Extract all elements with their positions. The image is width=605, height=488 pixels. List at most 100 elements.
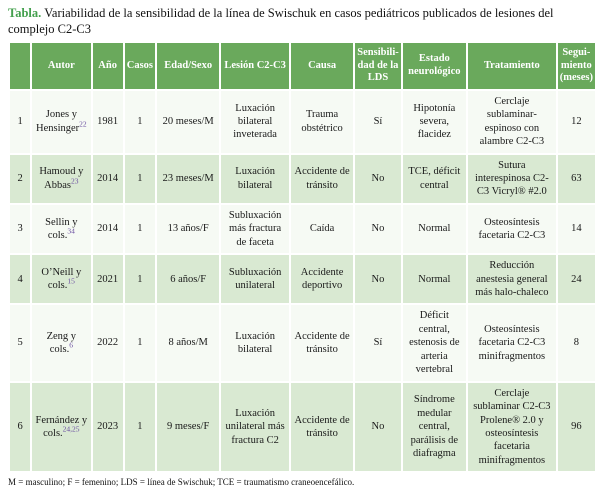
- author-name: Sellin y cols.: [45, 216, 78, 241]
- lds-cell: No: [355, 255, 401, 304]
- neuro-cell: Hipotonía severa, flacidez: [402, 90, 467, 153]
- row-number: 4: [10, 255, 31, 304]
- followup-cell: 24: [557, 255, 595, 304]
- column-header-lesion: Lesión C2-C3: [221, 43, 289, 89]
- cause-cell: Accidente deportivo: [290, 255, 354, 304]
- column-header-estado-neurologico: Estado neurológico: [402, 43, 467, 89]
- author-name: O’Neill y cols.: [41, 266, 82, 292]
- table-header-row: Autor Año Casos Edad/Sexo Lesión C2-C3 C…: [10, 43, 595, 89]
- lesion-cell: Luxación bilateral: [221, 305, 289, 381]
- treatment-cell: Cerclaje sublaminar C2-C3 Prolene® 2.0 y…: [468, 382, 556, 472]
- year-cell: 2014: [92, 204, 123, 254]
- table-row: 2 Hamoud y Abbas23 2014 1 23 meses/M Lux…: [10, 154, 595, 203]
- table-row: 3 Sellin y cols.34 2014 1 13 años/F Subl…: [10, 204, 595, 254]
- column-header-sensibilidad-lds: Sensibili-dad de la LDS: [355, 43, 401, 89]
- cases-cell: 1: [124, 305, 155, 381]
- cases-table: Autor Año Casos Edad/Sexo Lesión C2-C3 C…: [8, 41, 597, 474]
- followup-cell: 14: [557, 204, 595, 254]
- column-header-edad-sexo: Edad/Sexo: [156, 43, 220, 89]
- table-header: Autor Año Casos Edad/Sexo Lesión C2-C3 C…: [10, 43, 595, 89]
- lesion-cell: Luxación bilateral inveterada: [221, 90, 289, 153]
- author-name: Jones y Hensinger: [36, 109, 80, 134]
- cause-cell: Accidente de tránsito: [290, 154, 354, 203]
- column-header-tratamiento: Tratamiento: [468, 43, 556, 89]
- author-name: Hamoud y Abbas: [39, 166, 84, 191]
- neuro-cell: Normal: [402, 204, 467, 254]
- reference-superscript[interactable]: 34: [67, 226, 75, 236]
- cause-cell: Accidente de tránsito: [290, 382, 354, 472]
- lesion-cell: Subluxación más fractura de faceta: [221, 204, 289, 254]
- row-number: 5: [10, 305, 31, 381]
- age-sex-cell: 9 meses/F: [156, 382, 220, 472]
- table-title-text: Variabilidad de la sensibilidad de la lí…: [8, 6, 554, 36]
- treatment-cell: Sutura interespinosa C2-C3 Vicryl® #2.0: [468, 154, 556, 203]
- column-header-index: [10, 43, 31, 89]
- year-cell: 1981: [92, 90, 123, 153]
- row-number: 3: [10, 204, 31, 254]
- followup-cell: 63: [557, 154, 595, 203]
- column-header-autor: Autor: [32, 43, 91, 89]
- treatment-cell: Reducción anestesia general más halo-cha…: [468, 255, 556, 304]
- treatment-cell: Cerclaje sublaminar-espinoso con alambre…: [468, 90, 556, 153]
- row-number: 1: [10, 90, 31, 153]
- reference-superscript[interactable]: 6: [69, 340, 73, 350]
- cases-cell: 1: [124, 204, 155, 254]
- cause-cell: Caída: [290, 204, 354, 254]
- followup-cell: 8: [557, 305, 595, 381]
- age-sex-cell: 8 años/M: [156, 305, 220, 381]
- treatment-cell: Osteosíntesis facetaria C2-C3 minifragme…: [468, 305, 556, 381]
- neuro-cell: Síndrome medular central, parálisis de d…: [402, 382, 467, 472]
- table-title: Tabla. Variabilidad de la sensibilidad de…: [8, 5, 597, 37]
- author-cell: O’Neill y cols.15: [32, 255, 91, 304]
- table-row: 6 Fernández y cols.24,25 2023 1 9 meses/…: [10, 382, 595, 472]
- author-name: Zeng y cols.: [46, 330, 77, 356]
- reference-superscript[interactable]: 24,25: [62, 424, 80, 434]
- lds-cell: No: [355, 382, 401, 472]
- lesion-cell: Luxación bilateral: [221, 154, 289, 203]
- neuro-cell: Normal: [402, 255, 467, 304]
- lds-cell: No: [355, 154, 401, 203]
- age-sex-cell: 23 meses/M: [156, 154, 220, 203]
- row-number: 6: [10, 382, 31, 472]
- neuro-cell: TCE, déficit central: [402, 154, 467, 203]
- table-footnote: M = masculino; F = femenino; LDS = línea…: [8, 477, 355, 488]
- column-header-causa: Causa: [290, 43, 354, 89]
- neuro-cell: Déficit central, estenosis de arteria ve…: [402, 305, 467, 381]
- cases-cell: 1: [124, 154, 155, 203]
- followup-cell: 96: [557, 382, 595, 472]
- cases-cell: 1: [124, 382, 155, 472]
- lesion-cell: Luxación unilateral más fractura C2: [221, 382, 289, 472]
- column-header-casos: Casos: [124, 43, 155, 89]
- author-cell: Fernández y cols.24,25: [32, 382, 91, 472]
- year-cell: 2023: [92, 382, 123, 472]
- table-row: 1 Jones y Hensinger22 1981 1 20 meses/M …: [10, 90, 595, 153]
- table-title-label: Tabla.: [8, 6, 42, 20]
- reference-superscript[interactable]: 15: [67, 276, 75, 286]
- reference-superscript[interactable]: 22: [79, 119, 87, 129]
- age-sex-cell: 6 años/F: [156, 255, 220, 304]
- lds-cell: No: [355, 204, 401, 254]
- age-sex-cell: 20 meses/M: [156, 90, 220, 153]
- lesion-cell: Subluxación unilateral: [221, 255, 289, 304]
- cases-cell: 1: [124, 90, 155, 153]
- cause-cell: Accidente de tránsito: [290, 305, 354, 381]
- year-cell: 2021: [92, 255, 123, 304]
- column-header-ano: Año: [92, 43, 123, 89]
- reference-superscript[interactable]: 23: [71, 176, 79, 186]
- lds-cell: Sí: [355, 90, 401, 153]
- author-cell: Jones y Hensinger22: [32, 90, 91, 153]
- author-cell: Sellin y cols.34: [32, 204, 91, 254]
- cause-cell: Trauma obstétrico: [290, 90, 354, 153]
- age-sex-cell: 13 años/F: [156, 204, 220, 254]
- author-cell: Hamoud y Abbas23: [32, 154, 91, 203]
- cases-cell: 1: [124, 255, 155, 304]
- table-row: 4 O’Neill y cols.15 2021 1 6 años/F Subl…: [10, 255, 595, 304]
- column-header-seguimiento: Segui-miento (meses): [557, 43, 595, 89]
- row-number: 2: [10, 154, 31, 203]
- treatment-cell: Osteosíntesis facetaria C2-C3: [468, 204, 556, 254]
- author-cell: Zeng y cols.6: [32, 305, 91, 381]
- lds-cell: Sí: [355, 305, 401, 381]
- year-cell: 2014: [92, 154, 123, 203]
- table-row: 5 Zeng y cols.6 2022 1 8 años/M Luxación…: [10, 305, 595, 381]
- followup-cell: 12: [557, 90, 595, 153]
